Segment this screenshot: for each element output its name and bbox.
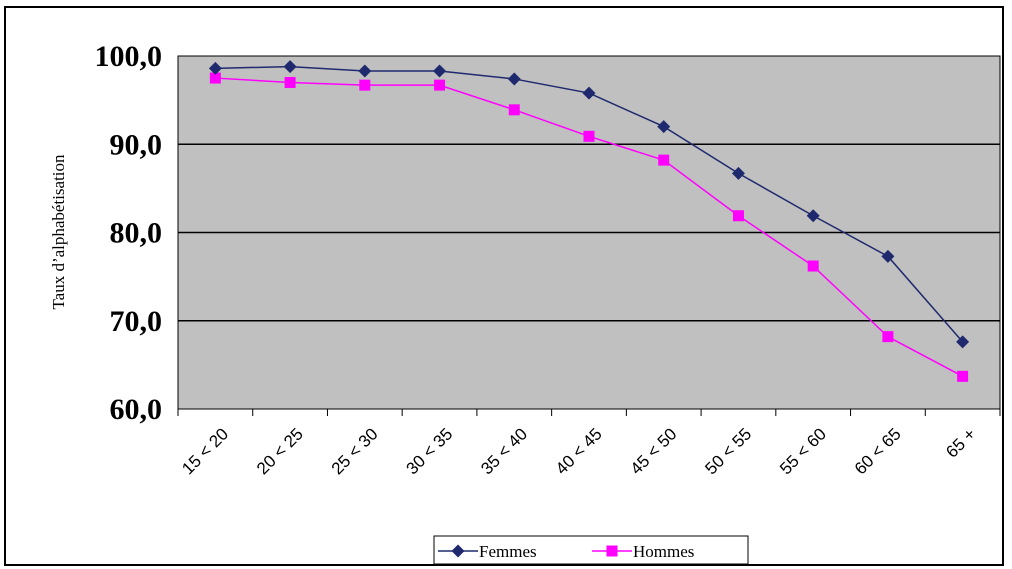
legend-marker-femmes (451, 544, 465, 558)
x-tick-label: 60 < 65 (851, 424, 905, 478)
data-point-hommes (209, 72, 221, 84)
data-point-femmes (731, 166, 745, 180)
series-layer (208, 60, 970, 382)
data-point-femmes (956, 335, 970, 349)
y-axis: 100,0 90,0 80,0 70,0 60,0 (95, 40, 163, 426)
data-point-hommes (732, 210, 744, 222)
legend: Femmes Hommes (433, 535, 749, 564)
x-tick-label: 30 < 35 (402, 424, 456, 478)
data-point-femmes (358, 64, 372, 78)
legend-box (433, 535, 749, 564)
legend-label-femmes: Femmes (479, 542, 537, 561)
y-axis-label: Taux d’alphabétisation (49, 154, 68, 310)
x-tick-label: 40 < 45 (552, 424, 606, 478)
literacy-chart: 100,0 90,0 80,0 70,0 60,0 15 < 20 20 < 25 25 <… (49, 40, 1001, 564)
x-tick-label: 45 < 50 (627, 424, 681, 478)
data-point-hommes (807, 260, 819, 272)
y-tick-label: 100,0 (95, 40, 163, 73)
legend-marker-hommes (606, 545, 618, 557)
data-point-hommes (508, 104, 520, 116)
x-tick-label: 20 < 25 (253, 424, 307, 478)
series-hommes (209, 72, 969, 382)
y-tick-label: 60,0 (110, 393, 163, 426)
gridlines (178, 143, 1000, 322)
data-point-femmes (507, 72, 521, 86)
x-tick-label: 25 < 30 (328, 424, 382, 478)
data-point-hommes (284, 76, 296, 88)
x-tick-label: 55 < 60 (776, 424, 830, 478)
data-point-femmes (582, 86, 596, 100)
data-point-hommes (658, 154, 670, 166)
data-point-femmes (208, 61, 222, 75)
data-point-hommes (434, 79, 446, 91)
chart-frame: 100,0 90,0 80,0 70,0 60,0 15 < 20 20 < 25 25 <… (4, 6, 1004, 566)
data-point-femmes (806, 209, 820, 223)
data-point-hommes (583, 130, 595, 142)
data-point-femmes (433, 64, 447, 78)
x-tick-label: 50 < 55 (701, 424, 755, 478)
x-tick-label: 15 < 20 (178, 424, 232, 478)
data-point-femmes (881, 249, 895, 263)
x-tick-label: 35 < 40 (477, 424, 531, 478)
data-point-hommes (882, 331, 894, 343)
y-tick-label: 70,0 (110, 305, 163, 338)
y-tick-label: 80,0 (110, 217, 163, 250)
y-tick-label: 90,0 (110, 128, 163, 161)
x-tick-label: 65 + (942, 424, 979, 461)
data-point-femmes (283, 60, 297, 74)
data-point-femmes (657, 120, 671, 134)
series-femmes (208, 60, 970, 349)
data-point-hommes (957, 370, 969, 382)
x-axis: 15 < 20 20 < 25 25 < 30 30 < 35 35 < 40 40 < … (177, 409, 1001, 478)
data-point-hommes (359, 79, 371, 91)
legend-label-hommes: Hommes (633, 542, 694, 561)
